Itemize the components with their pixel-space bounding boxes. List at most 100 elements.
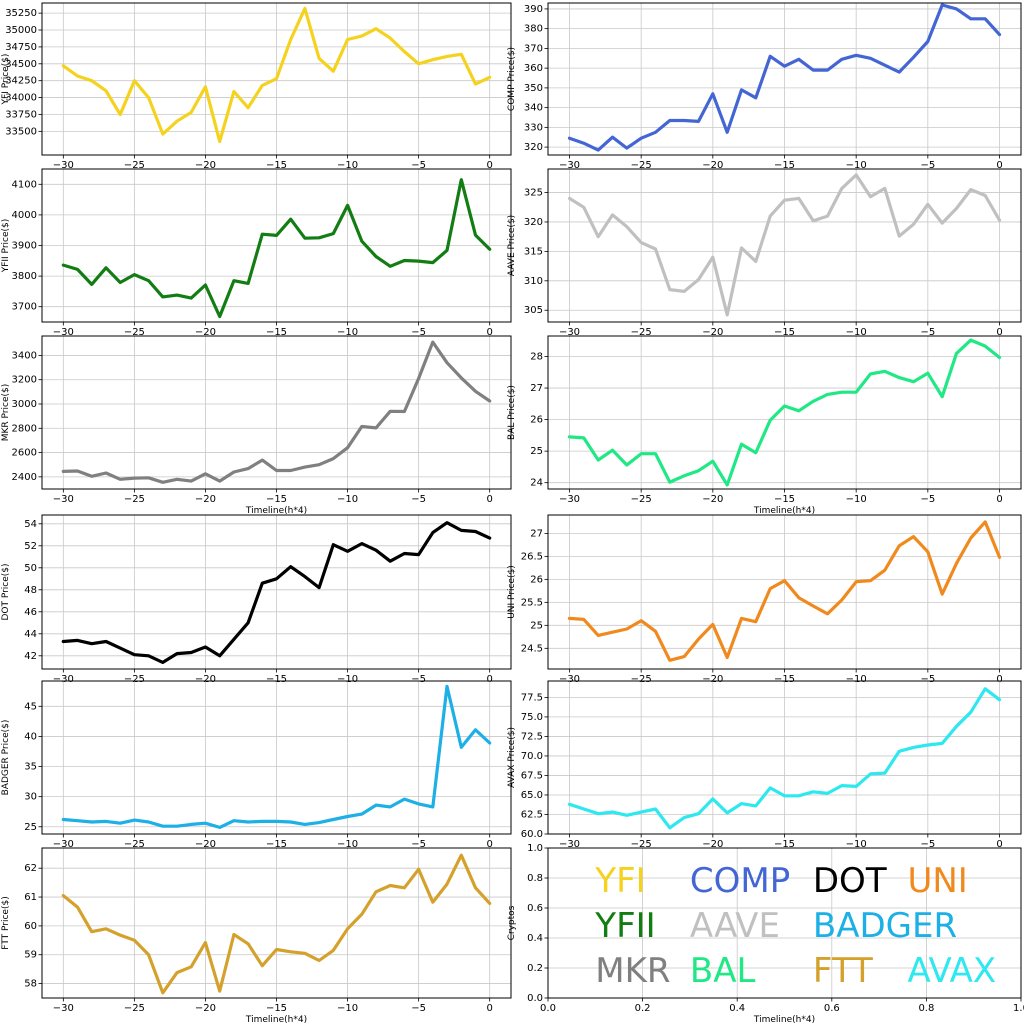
- badger-data-point: [389, 805, 392, 808]
- legend-label-bal: BAL: [690, 951, 756, 991]
- avax-data-point: [711, 797, 714, 800]
- x-tick-label: −30: [53, 1003, 74, 1014]
- x-tick-label: −30: [53, 674, 74, 685]
- y-tick-label: 35: [24, 762, 37, 773]
- bal-data-point: [826, 393, 829, 396]
- x-tick-label: −20: [195, 327, 216, 338]
- aave-data-point: [697, 278, 700, 281]
- y-tick-label: 2800: [12, 423, 37, 434]
- y-tick-label: 360: [524, 63, 543, 74]
- bal-data-point: [683, 474, 686, 477]
- x-tick-label: −25: [631, 494, 652, 505]
- x-tick-label: −10: [337, 494, 358, 505]
- x-tick-label: −25: [124, 327, 145, 338]
- x-tick-label: −15: [774, 327, 795, 338]
- x-tick-label: −15: [774, 494, 795, 505]
- y-tick-label: 54: [24, 519, 37, 530]
- comp-data-point: [812, 69, 815, 72]
- aave-data-point: [754, 260, 757, 263]
- comp-data-point: [898, 71, 901, 73]
- yfi-data-point: [204, 85, 207, 88]
- y-tick-label: 62.5: [521, 809, 543, 820]
- x-tick-label: −20: [702, 839, 723, 850]
- dot-data-point: [204, 646, 207, 648]
- bal-data-point: [926, 372, 929, 375]
- mkr-data-point: [62, 470, 65, 473]
- aave-data-point: [969, 188, 972, 191]
- yfi-data-point: [474, 83, 477, 85]
- bal-data-point: [711, 460, 714, 463]
- x-tick-label: −10: [337, 674, 358, 685]
- x-tick-label: −30: [53, 327, 74, 338]
- badger-data-point: [204, 822, 207, 825]
- x-tick-label: 0: [486, 1003, 492, 1014]
- y-tick-label: 26: [530, 415, 543, 426]
- aave-data-point: [926, 203, 929, 206]
- mkr-data-point: [90, 475, 93, 478]
- y-tick-label: 34000: [5, 93, 37, 104]
- avax-data-point: [640, 811, 643, 814]
- aave-data-point: [783, 199, 786, 202]
- comp-data-point: [883, 64, 886, 67]
- y-tick-label: 1.0: [527, 843, 543, 854]
- x-tick-label: −15: [266, 327, 287, 338]
- dot-data-point: [275, 577, 278, 580]
- y-tick-label: 3000: [12, 399, 37, 410]
- dot-data-point: [218, 654, 221, 657]
- y-tick-label: 25: [530, 446, 543, 457]
- comp-data-point: [726, 131, 729, 134]
- comp-data-point: [855, 54, 858, 57]
- ftt-data-point: [417, 868, 420, 871]
- mkr-data-point: [346, 446, 349, 449]
- y-axis-label: COMP Price($): [507, 47, 517, 111]
- comp-data-point: [912, 56, 915, 59]
- x-tick-label: −15: [266, 160, 287, 171]
- uni-data-point: [840, 599, 843, 601]
- mkr-data-point: [119, 478, 122, 481]
- ftt-data-point: [431, 901, 434, 904]
- uni-data-point: [869, 579, 872, 582]
- yfii-data-point: [133, 273, 136, 276]
- badger-data-point: [488, 742, 491, 744]
- x-tick-label: −5: [411, 839, 426, 850]
- legend-label-uni: UNI: [907, 861, 967, 901]
- y-tick-label: 24.5: [521, 643, 543, 654]
- x-tick-label: −25: [631, 327, 652, 338]
- x-tick-label: −15: [266, 839, 287, 850]
- x-tick-label: −5: [411, 494, 426, 505]
- legend-label-yfii: YFII: [594, 906, 655, 946]
- dot-data-point: [247, 621, 249, 624]
- dot-data-point: [289, 565, 292, 568]
- bal-data-point: [883, 370, 886, 373]
- comp-data-point: [683, 119, 686, 122]
- comp-data-point: [926, 40, 929, 43]
- y-axis-label: AAVE Price($): [507, 215, 517, 276]
- y-tick-label: 34250: [5, 76, 37, 87]
- yfi-data-point: [360, 35, 363, 38]
- badger-data-point: [375, 804, 377, 806]
- x-tick-label: −5: [411, 327, 426, 338]
- uni-data-point: [769, 587, 772, 590]
- bal-data-point: [754, 451, 757, 454]
- yfi-data-point: [105, 89, 107, 92]
- aave-data-point: [654, 248, 657, 250]
- bal-data-point: [654, 452, 657, 455]
- avax-data-point: [783, 794, 786, 797]
- x-tick-label: −20: [195, 674, 216, 685]
- yfi-data-point: [304, 7, 306, 10]
- bal-data-point: [869, 372, 872, 375]
- aave-data-point: [568, 197, 571, 200]
- bal-data-point: [697, 469, 700, 472]
- badger-data-point: [403, 798, 406, 800]
- y-axis-label: UNI Price($): [507, 565, 517, 619]
- mkr-data-point: [389, 410, 392, 413]
- chart-panel-yfii: −30 −25 −20 −15 −10 −5 0 3700 3800 3900 4000 4100 YF…: [1, 168, 512, 338]
- yfii-data-point: [218, 315, 221, 318]
- yfi-data-point: [446, 55, 448, 58]
- y-tick-label: 3700: [12, 302, 37, 313]
- aave-data-point: [998, 219, 1001, 222]
- aave-data-point: [582, 206, 585, 209]
- bal-data-point: [969, 339, 972, 342]
- y-tick-label: 30: [24, 792, 37, 803]
